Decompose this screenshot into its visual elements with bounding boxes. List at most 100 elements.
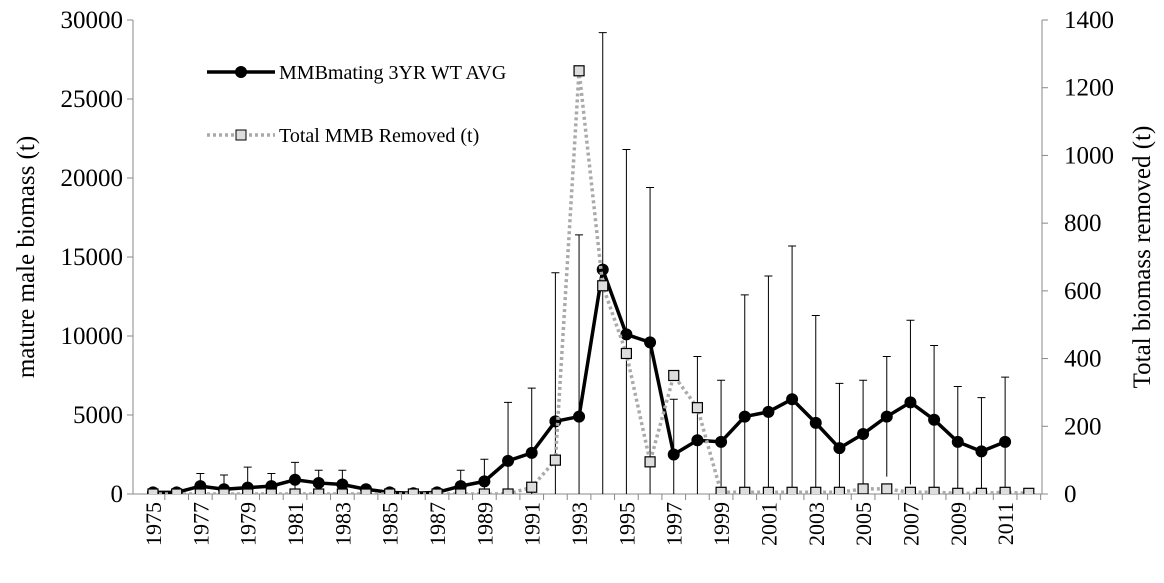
- point: [573, 65, 585, 77]
- point: [928, 486, 940, 494]
- point: [715, 486, 727, 494]
- x-tick-label: 1985: [378, 502, 403, 546]
- point: [573, 410, 586, 423]
- point: [644, 456, 656, 468]
- x-tick-label: 2001: [756, 502, 781, 546]
- y-tick-label: 15000: [61, 244, 124, 271]
- point: [384, 488, 396, 494]
- point: [242, 488, 254, 494]
- point: [738, 410, 751, 423]
- point: [313, 488, 325, 494]
- point: [265, 488, 277, 494]
- point: [478, 488, 490, 494]
- x-tick-label: 2009: [946, 502, 971, 546]
- point: [762, 486, 775, 494]
- point: [1023, 487, 1035, 494]
- series-line: [153, 70, 1029, 494]
- x-tick-label: 1977: [188, 502, 213, 546]
- point: [218, 488, 230, 494]
- x-tick-label: 1983: [330, 502, 355, 546]
- y2-tick-label: 400: [1064, 346, 1102, 373]
- point: [620, 328, 633, 341]
- point: [809, 416, 822, 429]
- point: [431, 488, 443, 494]
- y2-tick-label: 600: [1064, 278, 1102, 305]
- x-tick-label: 2005: [851, 502, 876, 546]
- point: [502, 454, 515, 467]
- point: [739, 486, 751, 494]
- legend-marker: [235, 66, 247, 78]
- point: [668, 369, 680, 382]
- y2-tick-label: 1000: [1064, 142, 1114, 169]
- point: [904, 396, 917, 409]
- legend-marker: [235, 129, 247, 141]
- point: [194, 488, 206, 494]
- x-tick-label: 1981: [283, 502, 308, 546]
- point: [289, 473, 302, 486]
- point: [597, 280, 609, 292]
- x-tick-label: 1993: [567, 502, 592, 546]
- x-tick-label: 2003: [804, 502, 829, 546]
- point: [691, 402, 704, 414]
- y2-tick-label: 200: [1064, 413, 1102, 440]
- point: [999, 435, 1012, 448]
- point: [620, 347, 633, 360]
- y2-tick-label: 800: [1064, 210, 1102, 237]
- y-tick-label: 25000: [61, 86, 124, 113]
- point: [478, 475, 491, 488]
- y-tick-label: 30000: [61, 7, 124, 34]
- x-tick-label: 1999: [709, 502, 734, 546]
- point: [928, 413, 941, 426]
- point: [880, 410, 893, 423]
- legend-label: MMBmating 3YR WT AVG: [279, 62, 506, 84]
- y-tick-label: 0: [111, 481, 124, 508]
- point: [833, 442, 846, 455]
- point: [975, 487, 988, 494]
- point: [715, 435, 728, 448]
- y2-tick-label: 0: [1064, 481, 1077, 508]
- point: [407, 488, 419, 494]
- point: [810, 486, 822, 494]
- point: [904, 486, 917, 494]
- point: [833, 486, 846, 494]
- point: [691, 434, 704, 447]
- y-tick-label: 10000: [61, 323, 124, 350]
- point: [786, 393, 799, 406]
- x-tick-label: 2011: [993, 502, 1018, 545]
- x-tick-label: 2007: [898, 502, 923, 546]
- point: [336, 478, 349, 491]
- x-tick-label: 1997: [662, 502, 687, 546]
- x-tick-label: 1989: [472, 502, 497, 546]
- y-tick-label: 5000: [73, 402, 123, 429]
- point: [999, 486, 1011, 494]
- point: [525, 446, 538, 459]
- point: [667, 448, 680, 461]
- point: [526, 481, 538, 493]
- point: [762, 405, 775, 418]
- point: [857, 427, 870, 440]
- point: [881, 483, 893, 494]
- y2-tick-label: 1400: [1064, 7, 1114, 34]
- point: [455, 488, 467, 494]
- x-tick-label: 1987: [425, 502, 450, 546]
- point: [171, 488, 183, 494]
- y-tick-label: 20000: [61, 165, 124, 192]
- point: [786, 486, 798, 494]
- point: [952, 487, 964, 494]
- legend-label: Total MMB Removed (t): [279, 125, 479, 147]
- y2-tick-label: 1200: [1064, 75, 1114, 102]
- x-tick-label: 1979: [236, 502, 261, 546]
- point: [644, 336, 657, 349]
- point: [857, 483, 869, 494]
- plot-area: [147, 32, 1035, 494]
- point: [360, 488, 372, 494]
- point: [147, 488, 159, 494]
- point: [951, 435, 964, 448]
- x-tick-label: 1991: [520, 502, 545, 546]
- point: [336, 488, 348, 494]
- y-axis-label: mature male biomass (t): [13, 136, 40, 378]
- point: [289, 488, 301, 494]
- point: [312, 476, 325, 489]
- point: [502, 488, 514, 494]
